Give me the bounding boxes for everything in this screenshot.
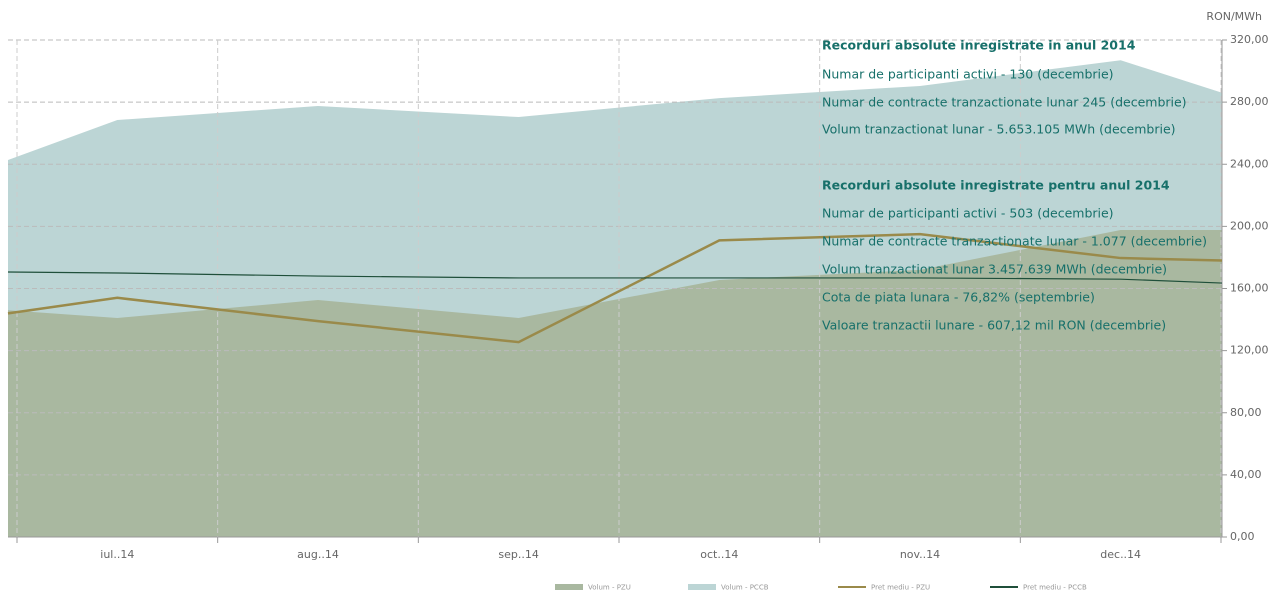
- legend-label: Volum - PZU: [588, 584, 631, 592]
- area: [8, 229, 1222, 537]
- y-tick-label: 40,00: [1230, 468, 1262, 481]
- y-axis-label: RON/MWh: [1206, 10, 1262, 23]
- legend-label: Pret mediu - PZU: [871, 584, 930, 592]
- legend-swatch: [688, 584, 716, 590]
- annotation: Numar de participanti activi - 503 (dece…: [822, 206, 1114, 221]
- annotation: Numar de contracte tranzactionate lunar …: [822, 234, 1207, 249]
- y-tick-label: 0,00: [1230, 530, 1255, 543]
- legend-label: Volum - PCCB: [721, 584, 769, 592]
- annotation: Numar de participanti activi - 130 (dece…: [822, 67, 1114, 82]
- y-tick-label: 160,00: [1230, 282, 1269, 295]
- annotation: Cota de piata lunara - 76,82% (septembri…: [822, 290, 1095, 305]
- x-tick-label: aug..14: [297, 548, 339, 561]
- x-tick-label: nov..14: [900, 548, 940, 561]
- y-tick-label: 80,00: [1230, 406, 1262, 419]
- annotation: Volum tranzactionat lunar - 5.653.105 MW…: [822, 122, 1176, 137]
- line: [7, 271, 1223, 284]
- x-tick-label: dec..14: [1100, 548, 1141, 561]
- y-tick-label: 120,00: [1230, 344, 1269, 357]
- legend-label: Pret mediu - PCCB: [1023, 584, 1087, 592]
- line: [7, 232, 1223, 344]
- x-tick-label: oct..14: [700, 548, 738, 561]
- y-tick-label: 280,00: [1230, 95, 1269, 108]
- legend-swatch: [555, 584, 583, 590]
- annotation-title: Recorduri absolute inregistrate pentru a…: [822, 178, 1170, 193]
- y-tick-label: 320,00: [1230, 33, 1269, 46]
- annotation: Volum tranzactionat lunar 3.457.639 MWh …: [822, 262, 1167, 277]
- x-tick-label: iul..14: [100, 548, 134, 561]
- annotation-title: Recorduri absolute inregistrate in anul …: [822, 38, 1136, 53]
- annotation: Numar de contracte tranzactionate lunar …: [822, 95, 1187, 110]
- y-tick-label: 200,00: [1230, 219, 1269, 232]
- x-tick-label: sep..14: [498, 548, 538, 561]
- y-tick-label: 240,00: [1230, 157, 1269, 170]
- annotation: Valoare tranzactii lunare - 607,12 mil R…: [822, 318, 1166, 333]
